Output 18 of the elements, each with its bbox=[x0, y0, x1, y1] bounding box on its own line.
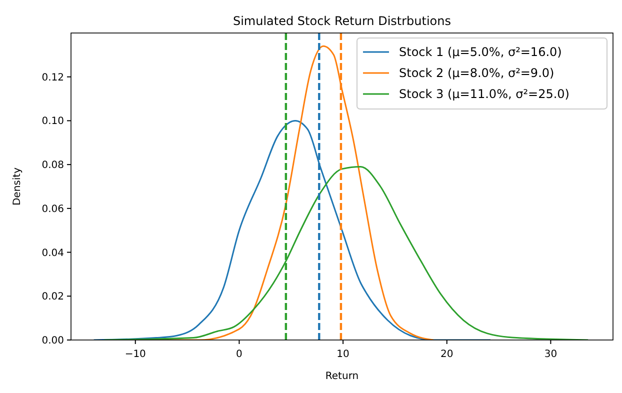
legend-label: Stock 2 (μ=8.0%, σ²=9.0) bbox=[399, 66, 554, 80]
y-tick-label: 0.10 bbox=[42, 116, 64, 128]
x-tick-label: 0 bbox=[236, 349, 242, 360]
x-tick-label: −10 bbox=[124, 349, 146, 360]
y-tick-label: 0.12 bbox=[42, 72, 64, 84]
y-tick-label: 0.04 bbox=[42, 248, 64, 259]
y-axis-title: Density bbox=[12, 167, 23, 206]
y-tick-label: 0.00 bbox=[42, 336, 64, 346]
legend-label: Stock 3 (μ=11.0%, σ²=25.0) bbox=[399, 87, 570, 101]
y-tick-label: 0.06 bbox=[42, 204, 64, 215]
x-tick-label: 30 bbox=[544, 349, 558, 360]
x-axis-title: Return bbox=[325, 371, 359, 382]
x-tick-label: 20 bbox=[440, 349, 454, 360]
chart-title: Simulated Stock Return Distrbutions bbox=[232, 14, 452, 28]
x-tick-label: 10 bbox=[336, 349, 350, 360]
y-tick-label: 0.02 bbox=[42, 292, 64, 303]
legend-label: Stock 1 (μ=5.0%, σ²=16.0) bbox=[399, 45, 562, 59]
y-tick-label: 0.08 bbox=[42, 160, 64, 172]
